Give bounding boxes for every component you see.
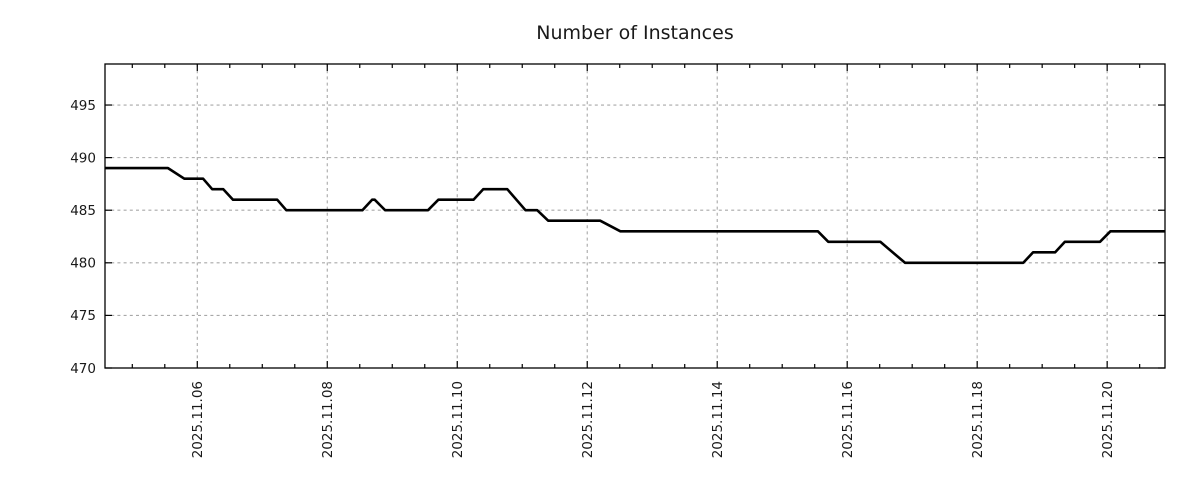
x-tick-label: 2025.11.18 <box>970 381 986 458</box>
plot-border <box>104 63 1166 369</box>
series-number-of-instances <box>105 166 1165 265</box>
x-tick-label: 2025.11.14 <box>710 381 726 458</box>
x-tick-label: 2025.11.20 <box>1100 381 1116 458</box>
y-tick-label: 480 <box>70 256 96 272</box>
y-tick-label: 490 <box>70 150 96 166</box>
axis-layer <box>104 63 1166 369</box>
chart-title: Number of Instances <box>536 22 733 44</box>
series-layer <box>105 166 1165 265</box>
x-tick-label: 2025.11.16 <box>840 381 856 458</box>
x-tick-label: 2025.11.06 <box>190 381 206 458</box>
x-tick-label: 2025.11.12 <box>580 381 596 458</box>
label-layer: 470 475 480 485 490 495 2025.11.06 2025.11.08 20… <box>70 98 1116 458</box>
y-tick-label: 470 <box>70 361 96 377</box>
grid-layer <box>105 64 1165 368</box>
y-tick-label: 485 <box>70 203 96 219</box>
x-tick-label: 2025.11.10 <box>450 381 466 458</box>
x-tick-label: 2025.11.08 <box>320 381 336 458</box>
y-tick-label: 475 <box>70 308 96 324</box>
y-tick-label: 495 <box>70 98 96 114</box>
